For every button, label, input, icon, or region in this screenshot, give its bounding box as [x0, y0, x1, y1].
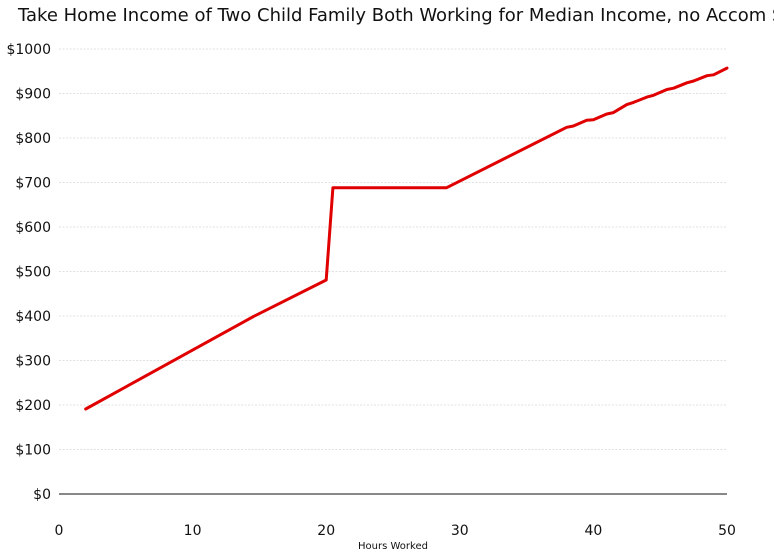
y-tick-label-100: $100	[15, 443, 51, 459]
series-line-0	[84, 66, 729, 411]
y-tick-label-800: $800	[15, 131, 51, 147]
y-tick-label-600: $600	[15, 220, 51, 236]
x-tick-label-0: 0	[55, 523, 64, 539]
y-tick-label-1000: $1000	[6, 42, 51, 58]
y-axis-tick-labels: $0 $100 $200 $300 $400 $500 $600 $700 $800 $900 $1…	[6, 42, 51, 503]
y-tick-label-300: $300	[15, 354, 51, 370]
gridlines	[59, 48, 727, 450]
y-tick-label-200: $200	[15, 398, 51, 414]
x-axis-tick-labels: 0 10 20 30 40 50	[55, 523, 736, 539]
x-axis-label: Hours Worked	[358, 541, 428, 552]
series-layer	[84, 66, 729, 411]
y-tick-label-900: $900	[15, 87, 51, 103]
x-tick-label-50: 50	[718, 523, 736, 539]
y-tick-label-700: $700	[15, 176, 51, 192]
x-tick-label-30: 30	[451, 523, 469, 539]
x-tick-label-40: 40	[584, 523, 602, 539]
y-tick-label-400: $400	[15, 309, 51, 325]
chart-title: Take Home Income of Two Child Family Bot…	[17, 5, 774, 26]
y-tick-label-0: $0	[33, 487, 51, 503]
x-tick-label-20: 20	[317, 523, 335, 539]
y-tick-label-500: $500	[15, 265, 51, 281]
x-tick-label-10: 10	[184, 523, 202, 539]
